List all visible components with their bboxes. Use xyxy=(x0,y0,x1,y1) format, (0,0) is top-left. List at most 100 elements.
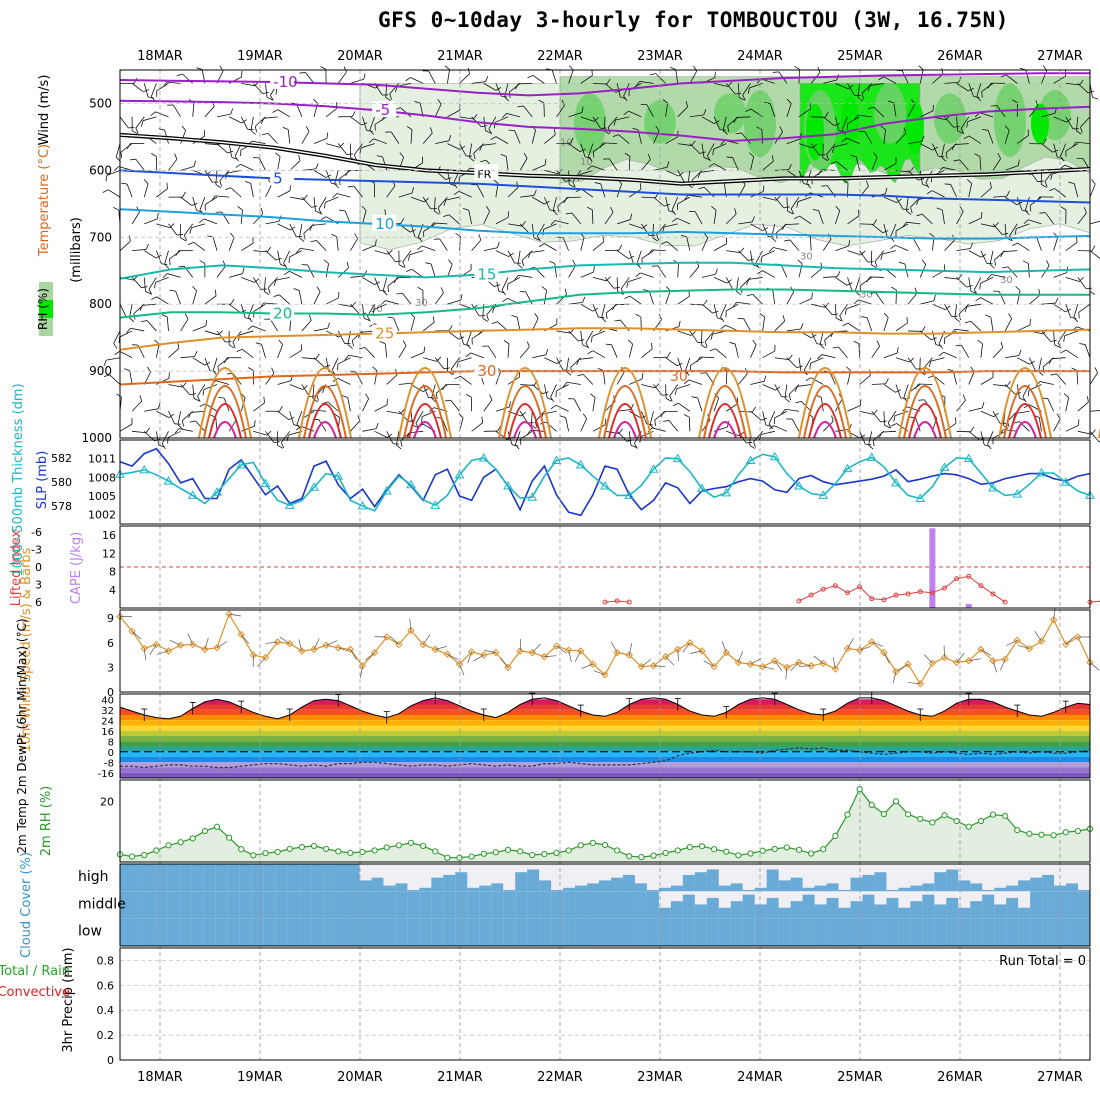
wind-barb-staff xyxy=(459,330,464,345)
wind-barb xyxy=(859,250,874,263)
wind-barb-staff xyxy=(106,357,121,361)
wind-speed-point xyxy=(358,662,367,670)
wind-barb-flag xyxy=(228,344,235,349)
rh-region-60-patch xyxy=(994,83,1026,157)
wind-barb-staff xyxy=(968,83,974,97)
wind-barb-staff xyxy=(156,296,169,305)
cloud-cell xyxy=(587,918,600,946)
wind-barb xyxy=(908,135,925,144)
wind-barb-flag xyxy=(841,137,847,143)
wind-barb xyxy=(216,108,234,118)
wind-barb-staff xyxy=(132,430,147,434)
thickness-marker xyxy=(236,459,247,469)
wind-barb-flag xyxy=(703,157,710,161)
wind-barb-staff xyxy=(1089,431,1100,443)
wind-barb xyxy=(495,211,509,225)
wind-barb-flag xyxy=(876,340,880,347)
lifted-index-point xyxy=(929,590,935,596)
temperature-contour-lobe xyxy=(1003,385,1047,439)
wind-barb-flag xyxy=(129,317,135,323)
cloud-cell xyxy=(814,885,828,892)
wind-barb-staff xyxy=(1047,398,1054,412)
wind-barb xyxy=(883,157,897,171)
wind-barb-flag xyxy=(508,129,515,132)
cloud-cell xyxy=(287,891,301,919)
wind-barb xyxy=(265,250,282,261)
wind-barb-flag xyxy=(236,348,243,352)
cloud-cell xyxy=(646,889,660,892)
wind-barb-staff xyxy=(532,75,545,84)
wind-barb-staff xyxy=(823,276,838,278)
wind-barb-flag xyxy=(966,179,972,184)
rh2m-point xyxy=(577,842,584,849)
temperature-contour-lobe xyxy=(808,403,842,439)
wind-barb-staff xyxy=(518,274,533,278)
wind-barb xyxy=(653,665,666,667)
wind-barb-flag xyxy=(219,180,222,187)
wind-speed-point xyxy=(273,638,282,646)
wind-barb xyxy=(507,221,526,227)
wind-barb-staff xyxy=(835,398,843,412)
wind-barb-staff xyxy=(752,293,763,305)
wind-barb-staff xyxy=(941,143,945,158)
temp-tick: -16 xyxy=(98,769,114,780)
cloud-cell xyxy=(934,872,947,892)
wind-barb-staff xyxy=(829,371,836,385)
wind-barb-flag xyxy=(701,344,707,349)
wind-barb-staff xyxy=(459,73,470,84)
wind-barb xyxy=(168,153,178,171)
wind-barb-flag xyxy=(232,341,236,348)
temperature-contour-lobe xyxy=(308,403,342,439)
wind-barb-staff xyxy=(860,277,872,286)
wind-barb xyxy=(1004,125,1010,144)
wind-barb xyxy=(296,247,315,254)
wind-barb-flag xyxy=(445,177,452,180)
wind-barb xyxy=(484,650,496,653)
wind-barb-flag xyxy=(406,125,413,130)
wind-barb-flag xyxy=(214,289,217,296)
wind-barb-flag xyxy=(113,207,119,211)
wind-barb-flag xyxy=(963,135,970,140)
wind-barb-flag xyxy=(1022,396,1027,403)
cloud-cell-bg xyxy=(742,864,756,892)
wind-barb-staff xyxy=(944,330,957,339)
wind-barb-staff xyxy=(156,250,162,264)
wind-barb-staff xyxy=(1041,112,1056,118)
wind-speed-point xyxy=(928,659,937,668)
lifted-index-tick: 0 xyxy=(35,561,42,574)
wind-barb xyxy=(689,143,706,154)
cloud-cell xyxy=(970,883,983,892)
wind-barb xyxy=(592,418,606,432)
wind-barb-flag xyxy=(975,297,981,302)
cloud-cell xyxy=(131,918,145,946)
cloud-cell xyxy=(407,918,420,946)
wind-barb-flag xyxy=(650,342,653,349)
lifted-index-point xyxy=(978,583,984,589)
wind-barb-flag xyxy=(123,368,130,372)
cloud-cell xyxy=(1018,918,1031,946)
wind-barb-staff xyxy=(968,135,982,144)
wind-barb xyxy=(180,125,187,144)
wind-barb-staff xyxy=(261,344,266,358)
wind-barb-flag xyxy=(691,140,696,146)
wind-barb-flag xyxy=(1000,74,1007,78)
wind-barb-staff xyxy=(277,250,281,265)
wind-barb-flag xyxy=(593,117,599,122)
wind-barb-staff xyxy=(587,143,594,157)
lifted-index-point xyxy=(820,586,826,592)
rh2m-point xyxy=(504,846,512,853)
wind-barb-flag xyxy=(368,138,374,143)
wind-barb-flag xyxy=(859,285,862,292)
thickness-marker xyxy=(212,487,222,496)
cloud-cell xyxy=(1078,889,1091,892)
cloud-cell xyxy=(934,918,947,946)
wind-barb xyxy=(844,303,860,315)
lifted-index-point xyxy=(614,598,620,604)
cloud-cell xyxy=(335,918,349,946)
wind-barb xyxy=(273,294,291,305)
wind-barb xyxy=(672,402,691,412)
wind-barb-staff xyxy=(483,83,497,91)
wind-barb-staff xyxy=(742,83,751,96)
rh2m-point xyxy=(965,823,972,830)
wind-barb-flag xyxy=(459,145,466,150)
